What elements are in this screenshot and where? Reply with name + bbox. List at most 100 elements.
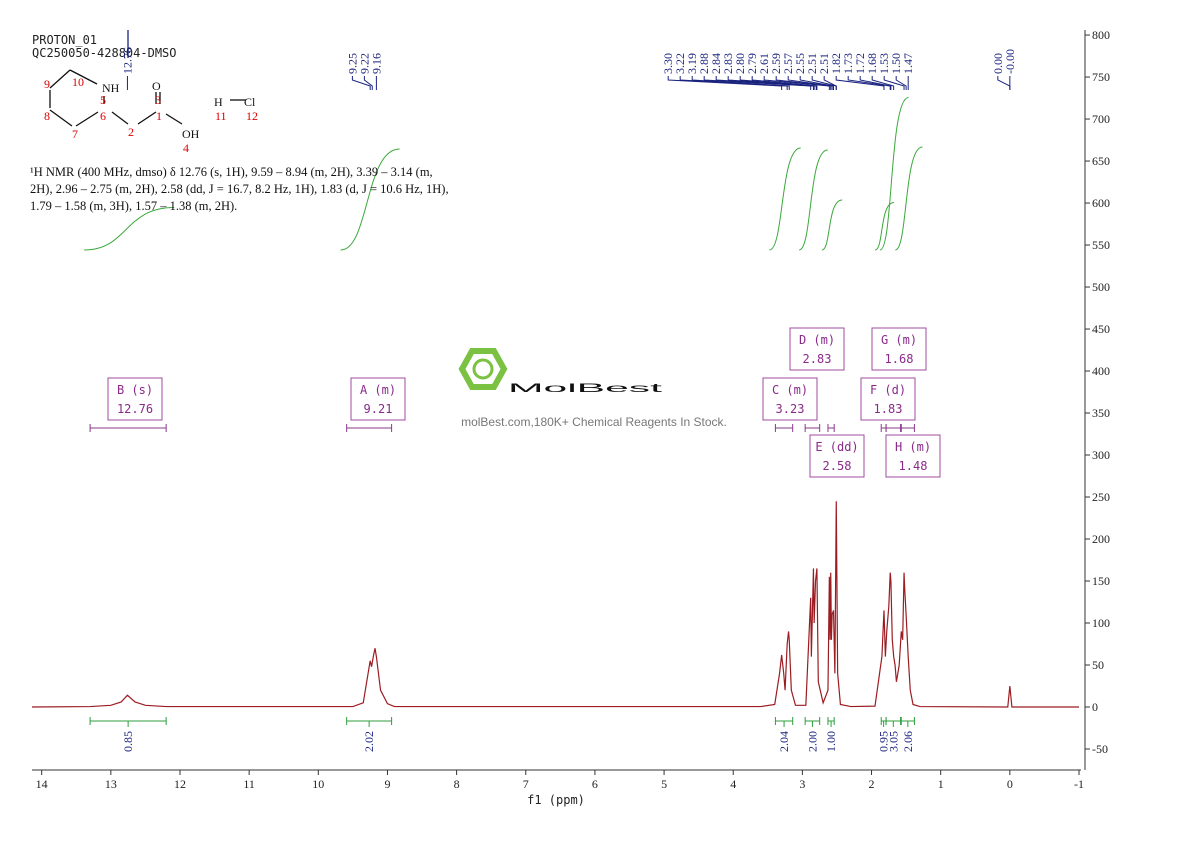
y-tick-label: 500	[1092, 280, 1110, 294]
peak-label: 1.73	[841, 53, 855, 74]
x-axis-label: f1 (ppm)	[527, 793, 585, 807]
peak-connector	[871, 76, 895, 90]
x-tick-label: 12	[174, 777, 186, 791]
multiplet-box	[860, 377, 916, 421]
peak-label: 2.57	[781, 53, 795, 74]
integral-label: 3.05	[886, 731, 900, 752]
peak-label: 2.83	[721, 53, 735, 74]
peak-connector	[823, 76, 837, 90]
bond	[49, 69, 71, 89]
peak-label: 3.30	[661, 53, 675, 74]
peak-connector	[835, 76, 885, 90]
multiplet-shift: 12.76	[117, 402, 153, 416]
multiplet-shift: 1.68	[885, 352, 914, 366]
atom: OH	[182, 127, 200, 141]
watermark: MolBest molBest.com,180K+ Chemical Reage…	[458, 348, 727, 429]
atom-number: 10	[72, 75, 84, 89]
multiplet-name: E (dd)	[815, 440, 858, 454]
peak-label: 1.53	[877, 53, 891, 74]
atom-number: 6	[100, 109, 106, 123]
y-tick-label: 300	[1092, 448, 1110, 462]
integral-curve	[874, 202, 895, 251]
peak-connector	[787, 76, 833, 90]
y-tick-label: -50	[1092, 742, 1108, 756]
atom-number: 2	[128, 125, 134, 139]
multiplet-range	[774, 424, 794, 432]
x-tick-label: 8	[454, 777, 460, 791]
peak-connector	[751, 76, 818, 90]
peak-label: 9.16	[369, 53, 383, 74]
y-tick-label: 450	[1092, 322, 1110, 336]
tagline: molBest.com,180K+ Chemical Reagents In S…	[461, 415, 727, 429]
peak-label: 12.76	[120, 47, 134, 74]
x-tick-label: 14	[36, 777, 48, 791]
multiplet-name: F (d)	[870, 383, 906, 397]
atom-number: 12	[246, 109, 258, 123]
peak-connector	[763, 76, 830, 90]
integral-label: 0.95	[877, 731, 891, 752]
peak-label: 1.82	[829, 53, 843, 74]
multiplet-name: B (s)	[117, 383, 153, 397]
peak-connector	[775, 76, 832, 90]
y-tick-label: 350	[1092, 406, 1110, 420]
multiplet-shift: 1.83	[874, 402, 903, 416]
peak-label: 1.47	[901, 53, 915, 74]
atom: Cl	[244, 95, 256, 109]
multiplet-range	[89, 424, 167, 432]
multiplet-box	[871, 327, 927, 371]
x-tick-label: 10	[312, 777, 324, 791]
atom-number: 3	[155, 93, 161, 107]
peak-connector	[739, 76, 817, 90]
y-tick-label: 50	[1092, 658, 1104, 672]
atom-number: 5	[100, 93, 106, 107]
multiplet-name: G (m)	[881, 333, 917, 347]
y-tick-label: 800	[1092, 28, 1110, 42]
atom: O	[152, 79, 161, 93]
peak-connector	[997, 76, 1011, 90]
peak-label: 2.88	[697, 53, 711, 74]
peak-label: 2.59	[769, 53, 783, 74]
x-tick-label: 6	[592, 777, 598, 791]
y-tick-label: 150	[1092, 574, 1110, 588]
integral-curve	[340, 148, 400, 251]
x-tick-label: 11	[243, 777, 255, 791]
integral-curve	[769, 147, 801, 251]
peak-connector	[799, 76, 835, 90]
sample-id: QC250050-428804-DMSO	[32, 46, 177, 60]
multiplet-box	[350, 377, 406, 421]
peak-connector	[847, 76, 891, 90]
peak-connector	[363, 76, 373, 90]
multiplet-range	[900, 424, 915, 432]
peak-label: 1.50	[889, 53, 903, 74]
peak-label: -0.00	[1003, 49, 1017, 74]
atom-number: 9	[44, 77, 50, 91]
y-tick-label: 650	[1092, 154, 1110, 168]
integral-label: 2.02	[362, 731, 376, 752]
integral-curve	[84, 207, 175, 251]
integral-curve	[798, 149, 828, 251]
y-tick-label: 0	[1092, 700, 1098, 714]
multiplet-name: D (m)	[799, 333, 835, 347]
multiplet-shift: 2.58	[823, 459, 852, 473]
x-tick-label: 3	[799, 777, 805, 791]
brand: MolBest	[508, 381, 664, 395]
bond	[111, 111, 129, 125]
peak-connector	[895, 76, 907, 90]
x-tick-label: 4	[730, 777, 736, 791]
multiplet-shift: 2.83	[803, 352, 832, 366]
logo	[472, 358, 494, 380]
integral-curve	[895, 146, 923, 251]
spectrum-line	[31, 501, 1079, 708]
integral-label: 0.85	[121, 731, 135, 752]
multiplet-range	[885, 424, 902, 432]
peak-label: 9.25	[345, 53, 359, 74]
peak-label: 2.61	[757, 53, 771, 74]
bond	[49, 109, 73, 127]
multiplet-range	[880, 424, 887, 432]
multiplet-range	[804, 424, 821, 432]
atom-number: 8	[44, 109, 50, 123]
atom-number: 7	[72, 127, 78, 141]
multiplet-name: A (m)	[360, 383, 396, 397]
multiplet-range	[827, 424, 835, 432]
